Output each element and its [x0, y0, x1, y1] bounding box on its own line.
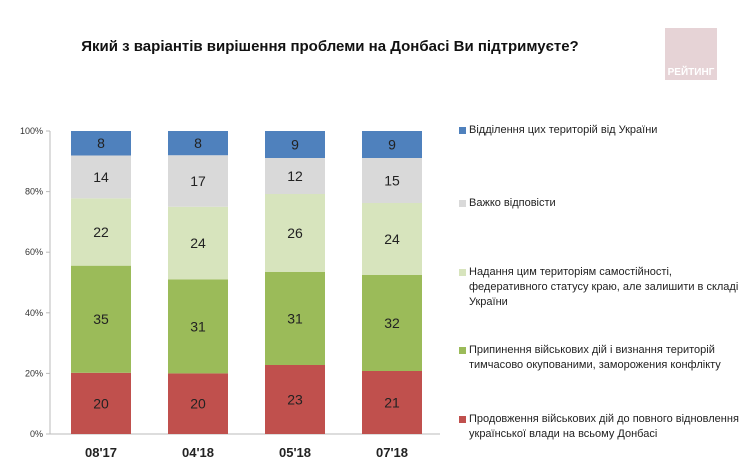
data-label: 9 [388, 137, 396, 153]
legend-item: Відділення цих територій від України [459, 123, 739, 138]
bar-segment [71, 155, 131, 199]
x-tick-label: 07'18 [376, 445, 408, 460]
bar-segment [168, 131, 228, 156]
bar-segment [362, 275, 422, 371]
bar-segment [362, 158, 422, 203]
data-label: 26 [287, 225, 303, 241]
bar-segment [265, 158, 325, 194]
legend-label: Продовження військових дій до повного ві… [469, 413, 739, 440]
data-label: 8 [97, 135, 105, 151]
data-label: 35 [93, 311, 109, 327]
bar-segment [168, 155, 228, 207]
legend-swatch [459, 347, 466, 354]
y-tick-label: 20% [25, 368, 43, 378]
data-label: 23 [287, 392, 303, 408]
bar-segment [362, 203, 422, 275]
bar-segment [168, 279, 228, 374]
x-tick-label: 04'18 [182, 445, 214, 460]
logo: РЕЙТИНГ [665, 28, 717, 80]
legend-label: Важко відповісти [469, 197, 556, 209]
chart-title: Який з варіантів вирішення проблеми на Д… [81, 38, 579, 55]
x-tick-label: 05'18 [279, 445, 311, 460]
data-label: 12 [287, 168, 303, 184]
bar-segment [71, 131, 131, 156]
legend-swatch [459, 416, 466, 423]
legend-item: Припинення військових дій і визнання тер… [459, 343, 739, 373]
bar-segment [168, 373, 228, 434]
data-label: 24 [384, 231, 400, 247]
y-tick-label: 0% [30, 429, 43, 439]
bar-segment [265, 194, 325, 272]
y-tick-label: 60% [25, 247, 43, 257]
legend-swatch [459, 127, 466, 134]
legend-label: Припинення військових дій і визнання тер… [469, 344, 721, 371]
bar-segment [265, 131, 325, 158]
data-label: 14 [93, 169, 109, 185]
data-label: 22 [93, 224, 109, 240]
legend-label: Надання цим територіям самостійності, фе… [469, 266, 739, 308]
data-label: 31 [287, 311, 303, 327]
logo-text: РЕЙТИНГ [667, 67, 715, 78]
data-label: 9 [291, 137, 299, 153]
y-tick-label: 40% [25, 308, 43, 318]
x-tick-label: 08'17 [85, 445, 117, 460]
data-label: 20 [190, 396, 206, 412]
data-label: 20 [93, 395, 109, 411]
legend-item: Продовження військових дій до повного ві… [459, 412, 739, 442]
data-label: 17 [190, 173, 206, 189]
data-label: 8 [194, 135, 202, 151]
legend-label: Відділення цих територій від України [469, 124, 658, 136]
bar-segment [71, 372, 131, 434]
bar-segment [362, 371, 422, 434]
bar-segment [265, 272, 325, 365]
y-tick-label: 80% [25, 187, 43, 197]
data-label: 15 [384, 173, 400, 189]
bar-segment [71, 198, 131, 266]
bar-segment [265, 365, 325, 434]
legend-item: Надання цим територіям самостійності, фе… [459, 265, 739, 310]
legend-item: Важко відповісти [459, 196, 739, 211]
bar-segment [362, 131, 422, 158]
data-label: 24 [190, 235, 206, 251]
bar-segment [71, 265, 131, 373]
data-label: 32 [384, 315, 400, 331]
data-label: 21 [384, 395, 400, 411]
legend-swatch [459, 269, 466, 276]
legend-swatch [459, 200, 466, 207]
y-tick-label: 100% [20, 126, 43, 136]
bar-segment [168, 206, 228, 280]
data-label: 31 [190, 318, 206, 334]
